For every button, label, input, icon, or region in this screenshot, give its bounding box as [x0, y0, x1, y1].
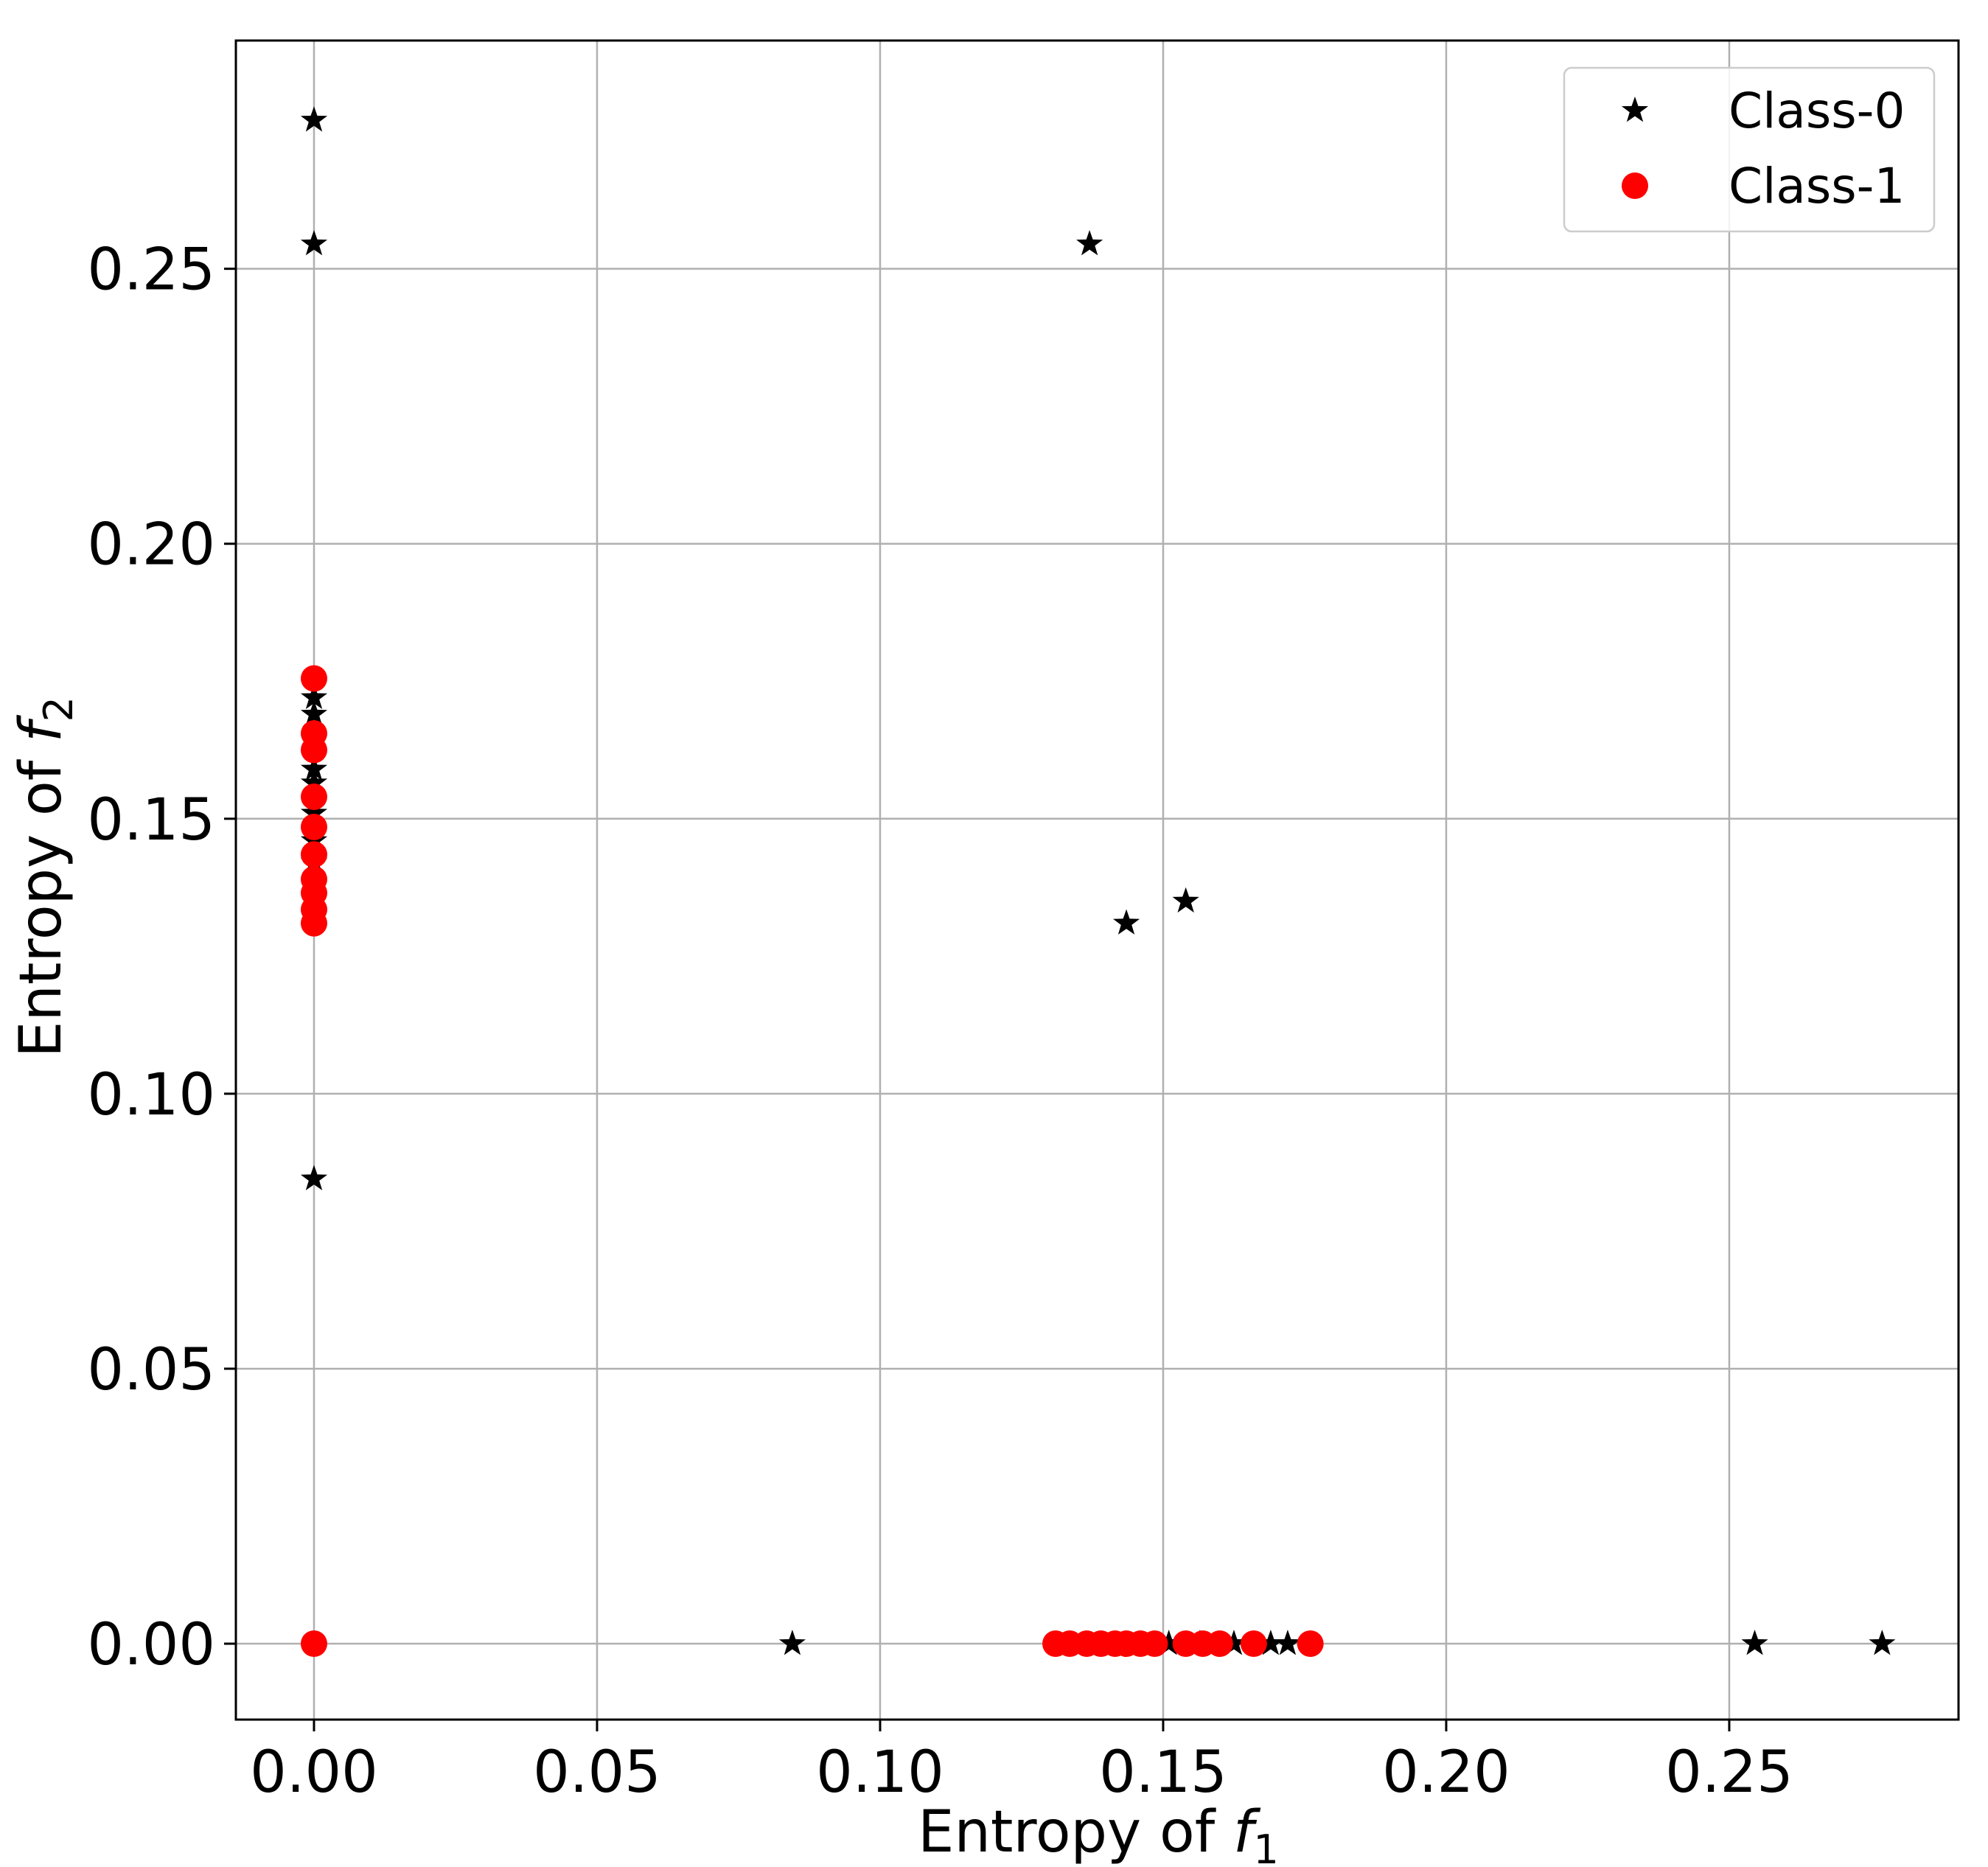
data-points	[300, 106, 1896, 1658]
point-class-0-1	[300, 230, 328, 256]
point-class-0-16	[1220, 1630, 1247, 1655]
x-tick-label-5: 0.25	[1665, 1739, 1793, 1806]
y-tick-label-5: 0.25	[87, 237, 215, 304]
point-class-0-2	[300, 683, 328, 709]
point-class-0-4	[300, 755, 328, 781]
series-class-1	[300, 665, 1324, 1658]
point-class-1-18	[1141, 1630, 1168, 1658]
y-axis-label-sub: 2	[35, 697, 82, 722]
point-class-1-4	[300, 813, 327, 840]
legend-label-class-0: Class-0	[1729, 83, 1905, 139]
legend-circle-icon	[1622, 172, 1648, 199]
y-tick-label-4: 0.20	[87, 512, 215, 579]
point-class-0-6	[300, 799, 328, 825]
x-tick-label-3: 0.15	[1099, 1739, 1227, 1806]
legend-star-marker	[1621, 97, 1649, 122]
x-tick-label-1: 0.05	[533, 1739, 661, 1806]
y-tick-label-0: 0.00	[87, 1612, 215, 1678]
point-class-1-9	[300, 910, 327, 937]
y-tick-label-1: 0.05	[87, 1337, 215, 1403]
point-class-1-21	[1206, 1630, 1233, 1658]
point-class-0-20	[1869, 1630, 1896, 1655]
point-class-0-12	[1172, 887, 1199, 913]
point-class-1-10	[300, 1630, 327, 1658]
point-class-0-10	[1076, 230, 1103, 256]
point-class-1-23	[1297, 1630, 1324, 1658]
grid	[236, 41, 1959, 1720]
x-tick-label-2: 0.10	[816, 1739, 944, 1806]
point-class-0-19	[1741, 1630, 1768, 1655]
x-tick-label-4: 0.20	[1382, 1739, 1510, 1806]
y-axis-label: Entropy of f2	[8, 697, 82, 1058]
legend-circle-marker	[1622, 172, 1648, 199]
x-axis-label-prefix: Entropy of	[918, 1799, 1233, 1866]
point-class-0-13	[778, 1630, 806, 1655]
plot-frame	[234, 39, 1960, 1721]
point-class-0-5	[300, 769, 328, 795]
legend-box	[1563, 66, 1936, 233]
point-class-0-18	[1274, 1630, 1301, 1655]
point-class-1-3	[300, 783, 327, 810]
x-tick-label-0: 0.00	[250, 1739, 378, 1806]
point-class-1-5	[300, 841, 327, 868]
point-class-0-9	[300, 1165, 328, 1190]
y-tick-label-2: 0.10	[87, 1062, 215, 1128]
legend: Class-0 Class-1	[1563, 66, 1936, 233]
point-class-0-3	[300, 700, 328, 726]
point-class-0-17	[1257, 1630, 1284, 1655]
point-class-0-11	[1113, 909, 1140, 935]
y-tick-label-3: 0.15	[87, 787, 215, 854]
legend-star-icon	[1621, 97, 1649, 122]
point-class-1-2	[300, 736, 327, 764]
y-axis-ticks: 0.00 0.05 0.10 0.15 0.20 0.25	[87, 237, 236, 1678]
point-class-1-22	[1240, 1630, 1267, 1658]
point-class-1-0	[300, 665, 327, 692]
x-axis-label: Entropy of f1	[918, 1799, 1279, 1867]
x-axis-label-sub: 1	[1253, 1826, 1278, 1867]
x-axis-ticks: 0.00 0.05 0.10 0.15 0.20 0.25	[250, 1720, 1793, 1806]
point-class-0-14	[1155, 1630, 1182, 1655]
y-axis-label-prefix: Entropy of	[8, 742, 74, 1058]
point-class-0-0	[300, 106, 328, 132]
legend-label-class-1: Class-1	[1729, 158, 1905, 214]
